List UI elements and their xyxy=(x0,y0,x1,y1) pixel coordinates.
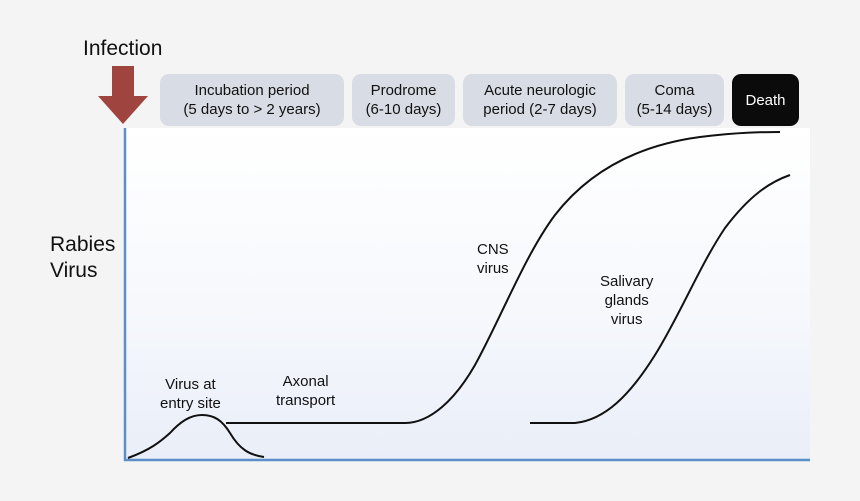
phase-acute-neurologic: Acute neurologic period (2-7 days) xyxy=(463,74,617,126)
cns-virus-curve xyxy=(226,131,781,424)
salivary-virus-curve xyxy=(530,174,791,424)
infection-arrow-icon xyxy=(98,66,148,124)
infection-label: Infection xyxy=(83,37,163,60)
phase-prodrome: Prodrome (6-10 days) xyxy=(352,74,455,126)
phase-coma: Coma (5-14 days) xyxy=(625,74,724,126)
annotation-virus-entry: Virus at entry site xyxy=(160,376,221,412)
phase-death: Death xyxy=(732,74,799,126)
y-axis-label: Rabies Virus xyxy=(50,233,116,282)
plot-background xyxy=(125,128,810,460)
annotation-axonal-transport: Axonal transport xyxy=(276,373,336,409)
annotation-salivary-virus: Salivary glands virus xyxy=(600,273,654,328)
annotation-cns-virus: CNS virus xyxy=(477,241,509,277)
phase-incubation: Incubation period (5 days to > 2 years) xyxy=(160,74,344,126)
entry-site-curve xyxy=(127,413,265,459)
